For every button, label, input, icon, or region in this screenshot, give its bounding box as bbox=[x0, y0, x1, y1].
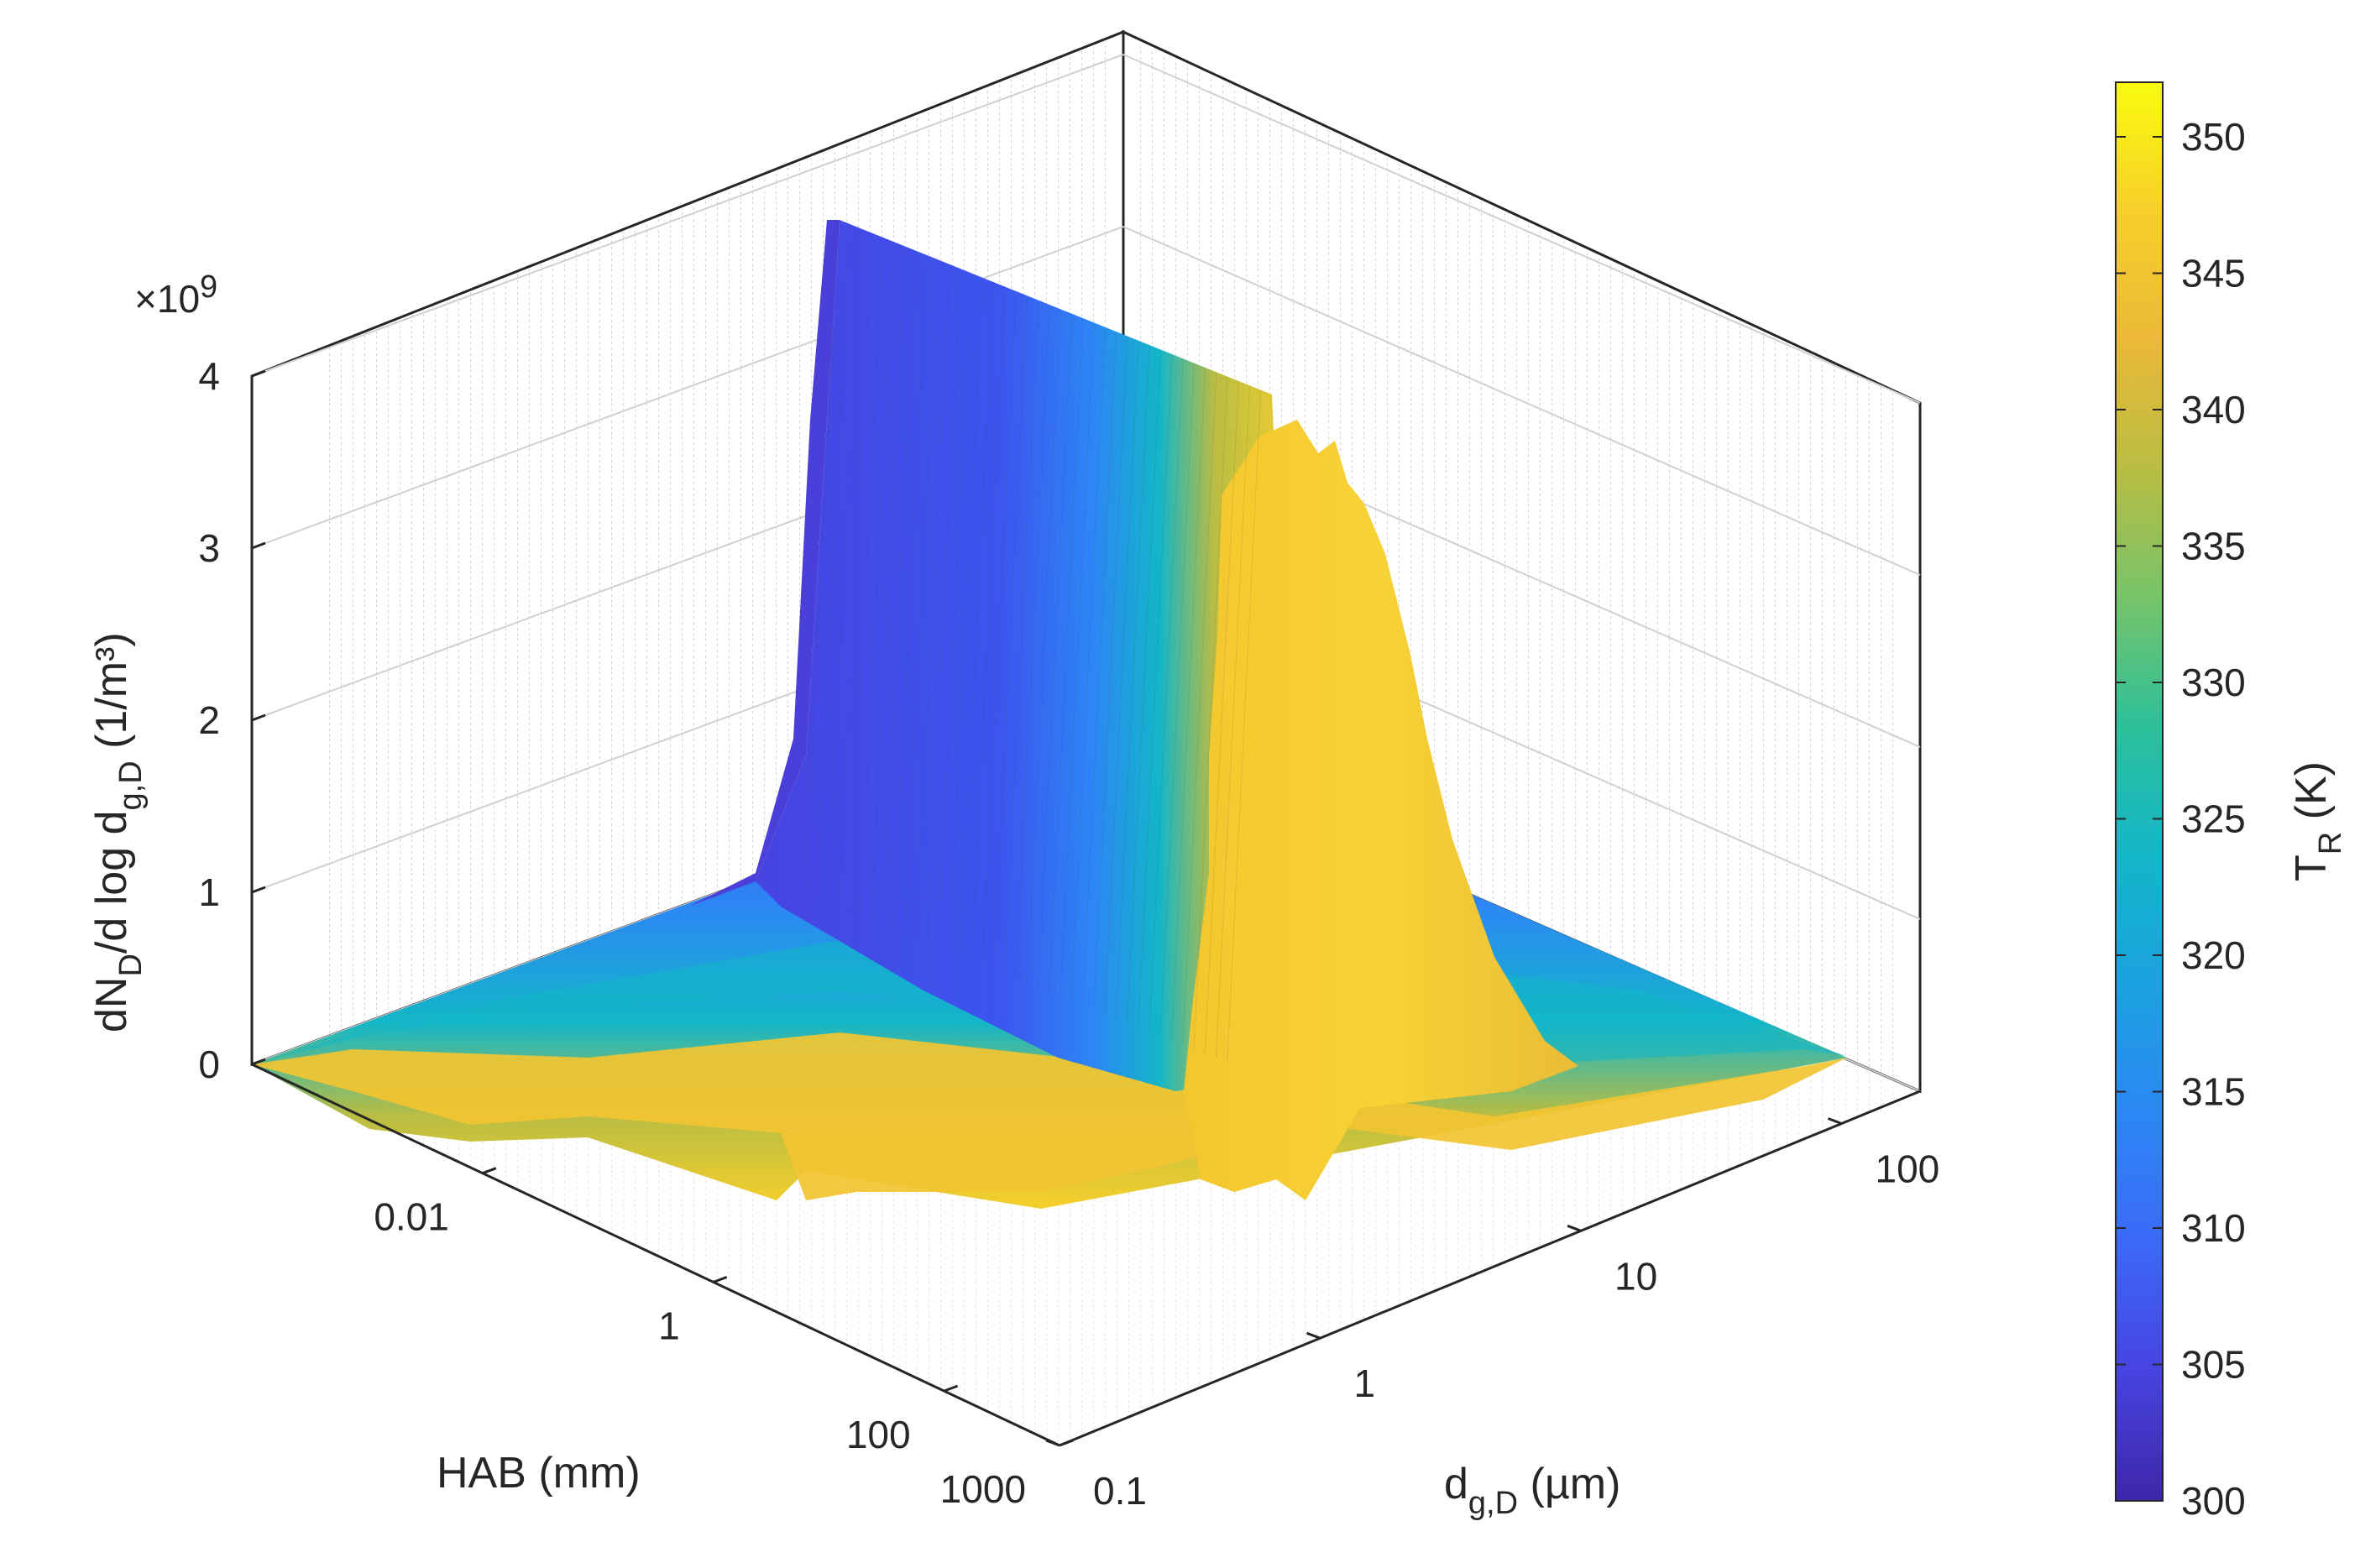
z-gridline bbox=[1122, 226, 1921, 576]
colorbar-label: TR (K) bbox=[2287, 761, 2348, 881]
mesh-line bbox=[815, 228, 850, 901]
z-axis-label: dND/d log dg,D (1/m³) bbox=[87, 632, 149, 1032]
mesh-line bbox=[860, 246, 894, 918]
z-tick-label: 2 bbox=[198, 698, 220, 742]
x-tick-label: 1 bbox=[658, 1304, 680, 1347]
x-axis-label: HAB (mm) bbox=[437, 1449, 641, 1497]
mesh-line bbox=[1093, 337, 1128, 1010]
mesh-line bbox=[1193, 377, 1228, 1049]
mesh-line bbox=[826, 233, 861, 905]
colorbar-tick-label: 340 bbox=[2181, 388, 2246, 431]
mesh-line bbox=[1104, 342, 1139, 1014]
surface-ridge bbox=[756, 220, 1301, 1091]
surface-plot bbox=[252, 220, 1847, 1209]
x-tick-label: 100 bbox=[846, 1413, 911, 1456]
colorbar-tick-label: 305 bbox=[2181, 1343, 2246, 1387]
x-tick-label: 0.01 bbox=[374, 1195, 449, 1239]
z-tick-mark bbox=[251, 369, 266, 378]
mesh-line bbox=[1204, 381, 1239, 1053]
mesh-line bbox=[981, 294, 1017, 966]
y-tick-mark bbox=[1567, 1224, 1582, 1232]
mesh-line bbox=[926, 272, 961, 944]
z-tick-label: 1 bbox=[198, 870, 220, 914]
z-tick-label: 4 bbox=[198, 354, 220, 398]
mesh-line bbox=[915, 268, 950, 940]
colorbar-tick-label: 345 bbox=[2181, 252, 2246, 295]
mesh-line bbox=[1070, 328, 1106, 1001]
z-tick-mark bbox=[251, 713, 266, 722]
mesh-line bbox=[1171, 368, 1206, 1040]
colorbar-tick-label: 310 bbox=[2181, 1206, 2246, 1250]
x-tick-mark bbox=[713, 1276, 728, 1283]
y-tick-label: 1 bbox=[1354, 1362, 1376, 1405]
z-exponent: ×109 bbox=[134, 269, 217, 321]
colorbar-ticks: 300 305 310 315 320 325 330 335 340 345 350 bbox=[2116, 115, 2246, 1523]
colorbar-tick-label: 315 bbox=[2181, 1070, 2246, 1114]
z-gridline bbox=[251, 54, 1124, 377]
colorbar-tick-label: 320 bbox=[2181, 933, 2246, 977]
mesh-line bbox=[1182, 372, 1217, 1045]
mesh-line bbox=[1115, 346, 1150, 1018]
y-tick-mark bbox=[1828, 1117, 1843, 1125]
mesh-line bbox=[892, 259, 928, 931]
colorbar-tick-label: 325 bbox=[2181, 797, 2246, 841]
mesh-line bbox=[1149, 359, 1184, 1032]
mesh-line bbox=[971, 290, 1006, 962]
x-tick-mark bbox=[944, 1384, 959, 1393]
mesh-line bbox=[1038, 316, 1072, 988]
mesh-line bbox=[993, 298, 1028, 970]
mesh-line bbox=[1216, 385, 1250, 1058]
mesh-line bbox=[1060, 324, 1095, 996]
mesh-line bbox=[960, 285, 995, 958]
z-tick-mark bbox=[251, 541, 266, 550]
mesh-line bbox=[1015, 306, 1050, 980]
mesh-line bbox=[1004, 302, 1039, 975]
mesh-line bbox=[1026, 311, 1061, 984]
mesh-line bbox=[1159, 363, 1195, 1036]
y-axis: 0.1 1 10 100 bbox=[1045, 1117, 1940, 1513]
colorbar-tick-label: 350 bbox=[2181, 115, 2246, 159]
surface-mesh-lines bbox=[803, 224, 1262, 1062]
z-tick-mark bbox=[251, 886, 266, 894]
y-tick-mark bbox=[1306, 1331, 1321, 1340]
y-tick-label: 100 bbox=[1876, 1147, 1940, 1190]
colorbar: 300 305 310 315 320 325 330 335 340 345 350 bbox=[2115, 81, 2246, 1523]
y-tick-label: 0.1 bbox=[1093, 1469, 1147, 1513]
z-tick-label: 3 bbox=[198, 526, 220, 570]
x-axis: 0.01 1 100 1000 bbox=[374, 1167, 1074, 1511]
mesh-line bbox=[803, 224, 839, 896]
mesh-line bbox=[837, 237, 872, 909]
mesh-line bbox=[1227, 389, 1262, 1062]
mesh-line bbox=[937, 276, 972, 949]
colorbar-bar bbox=[2115, 81, 2164, 1502]
mesh-line bbox=[1138, 355, 1173, 1027]
z-tick-mark bbox=[251, 1058, 266, 1066]
mesh-line bbox=[1082, 333, 1117, 1006]
mesh-line bbox=[871, 250, 906, 923]
colorbar-tick-label: 300 bbox=[2181, 1479, 2246, 1523]
colorbar-tick-label: 330 bbox=[2181, 661, 2246, 704]
mesh-line bbox=[904, 263, 939, 936]
mesh-line bbox=[1049, 320, 1084, 992]
x-tick-label: 1000 bbox=[940, 1467, 1026, 1511]
y-tick-mark bbox=[1045, 1439, 1060, 1447]
surface-floor-yellow-band bbox=[252, 1032, 1847, 1200]
z-axis: 0 1 2 3 4 bbox=[198, 354, 266, 1086]
z-gridline bbox=[1122, 54, 1921, 404]
surface-peak bbox=[1184, 420, 1578, 1200]
z-tick-label: 0 bbox=[198, 1043, 220, 1086]
mesh-line bbox=[848, 241, 883, 914]
y-tick-label: 10 bbox=[1614, 1254, 1657, 1298]
colorbar-tick-label: 335 bbox=[2181, 525, 2246, 568]
mesh-line bbox=[949, 280, 983, 953]
y-axis-label: dg,D (µm) bbox=[1444, 1460, 1620, 1521]
mesh-line bbox=[882, 254, 917, 927]
x-tick-mark bbox=[1059, 1439, 1074, 1447]
mesh-line bbox=[1127, 350, 1161, 1023]
x-tick-mark bbox=[482, 1167, 497, 1175]
surface-ridge-left-face bbox=[688, 220, 840, 907]
